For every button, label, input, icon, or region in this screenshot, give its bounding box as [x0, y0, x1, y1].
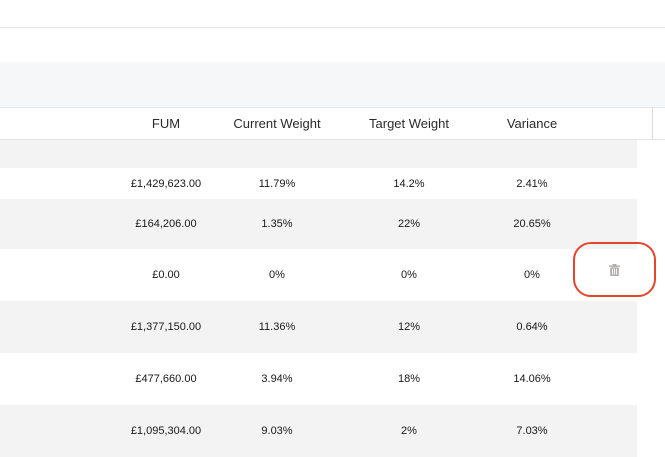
cell-variance: 20.65% — [513, 218, 551, 230]
table-row: £1,377,150.00 11.36% 12% 0.64% — [0, 301, 637, 353]
cell-target-weight: 0% — [401, 269, 417, 281]
cell-variance: 0.64% — [516, 321, 548, 333]
section-band — [0, 62, 665, 107]
cell-variance: 7.03% — [516, 425, 548, 437]
cell-variance: 14.06% — [513, 373, 551, 385]
cell-variance: 0% — [524, 269, 540, 281]
table-row: £164,206.00 1.35% 22% 20.65% — [0, 199, 637, 249]
cell-target-weight: 22% — [397, 218, 421, 230]
cell-target-weight: 18% — [397, 373, 421, 385]
trash-icon[interactable] — [609, 263, 620, 276]
column-header-variance[interactable]: Variance — [506, 116, 558, 131]
table-row: £1,095,304.00 9.03% 2% 7.03% — [0, 405, 637, 457]
cell-target-weight: 12% — [397, 321, 421, 333]
table-row: £477,660.00 3.94% 18% 14.06% — [0, 353, 637, 405]
cell-current-weight: 11.79% — [258, 177, 296, 190]
column-divider — [652, 108, 653, 139]
cell-fum: £1,095,304.00 — [130, 425, 202, 437]
table-row: £0.00 0% 0% 0% — [0, 249, 637, 301]
spacer-band — [0, 28, 665, 62]
column-header-target-weight[interactable]: Target Weight — [369, 116, 449, 131]
cell-variance: 2.41% — [516, 177, 548, 190]
cell-fum: £1,377,150.00 — [130, 321, 202, 333]
column-header-fum[interactable]: FUM — [151, 116, 181, 131]
cell-current-weight: 9.03% — [261, 425, 293, 437]
cell-current-weight: 11.36% — [258, 321, 296, 333]
cell-current-weight: 0% — [269, 269, 285, 281]
cell-target-weight: 2% — [401, 425, 417, 437]
delete-row-button[interactable] — [573, 242, 656, 297]
group-row — [0, 140, 637, 168]
toolbar-band — [0, 0, 665, 28]
table-row: £1,429,623.00 11.79% 14.2% 2.41% — [0, 168, 637, 199]
cell-fum: £477,660.00 — [135, 373, 197, 385]
cell-fum: £1,429,623.00 — [130, 177, 202, 190]
cell-fum: £0.00 — [152, 269, 180, 281]
table-header: FUM Current Weight Target Weight Varianc… — [0, 107, 665, 140]
cell-current-weight: 3.94% — [261, 373, 293, 385]
cell-current-weight: 1.35% — [261, 218, 293, 230]
cell-target-weight: 14.2% — [393, 177, 425, 190]
column-header-current-weight[interactable]: Current Weight — [233, 116, 321, 131]
cell-fum: £164,206.00 — [135, 218, 197, 230]
